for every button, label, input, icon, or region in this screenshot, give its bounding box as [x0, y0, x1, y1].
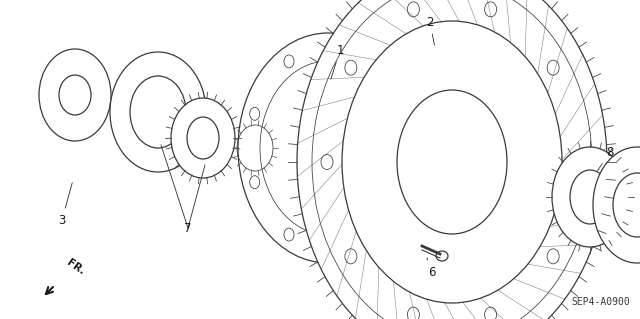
Ellipse shape: [59, 75, 91, 115]
Ellipse shape: [613, 173, 640, 237]
Ellipse shape: [238, 33, 418, 263]
Ellipse shape: [171, 98, 235, 178]
Text: 2: 2: [426, 16, 435, 45]
Text: 6: 6: [427, 258, 436, 278]
Text: FR.: FR.: [65, 258, 86, 277]
Ellipse shape: [297, 0, 607, 319]
Text: 3: 3: [58, 183, 72, 226]
Text: 7: 7: [184, 221, 192, 234]
Text: 5: 5: [0, 318, 1, 319]
Text: 8: 8: [598, 145, 614, 171]
Ellipse shape: [552, 147, 628, 247]
Ellipse shape: [130, 76, 186, 148]
Ellipse shape: [397, 90, 507, 234]
Ellipse shape: [187, 117, 219, 159]
Ellipse shape: [570, 170, 610, 224]
Ellipse shape: [593, 147, 640, 263]
Ellipse shape: [300, 112, 356, 184]
Text: 1: 1: [331, 43, 344, 79]
Ellipse shape: [110, 52, 206, 172]
Text: SEP4-A0900: SEP4-A0900: [572, 297, 630, 307]
Ellipse shape: [39, 49, 111, 141]
